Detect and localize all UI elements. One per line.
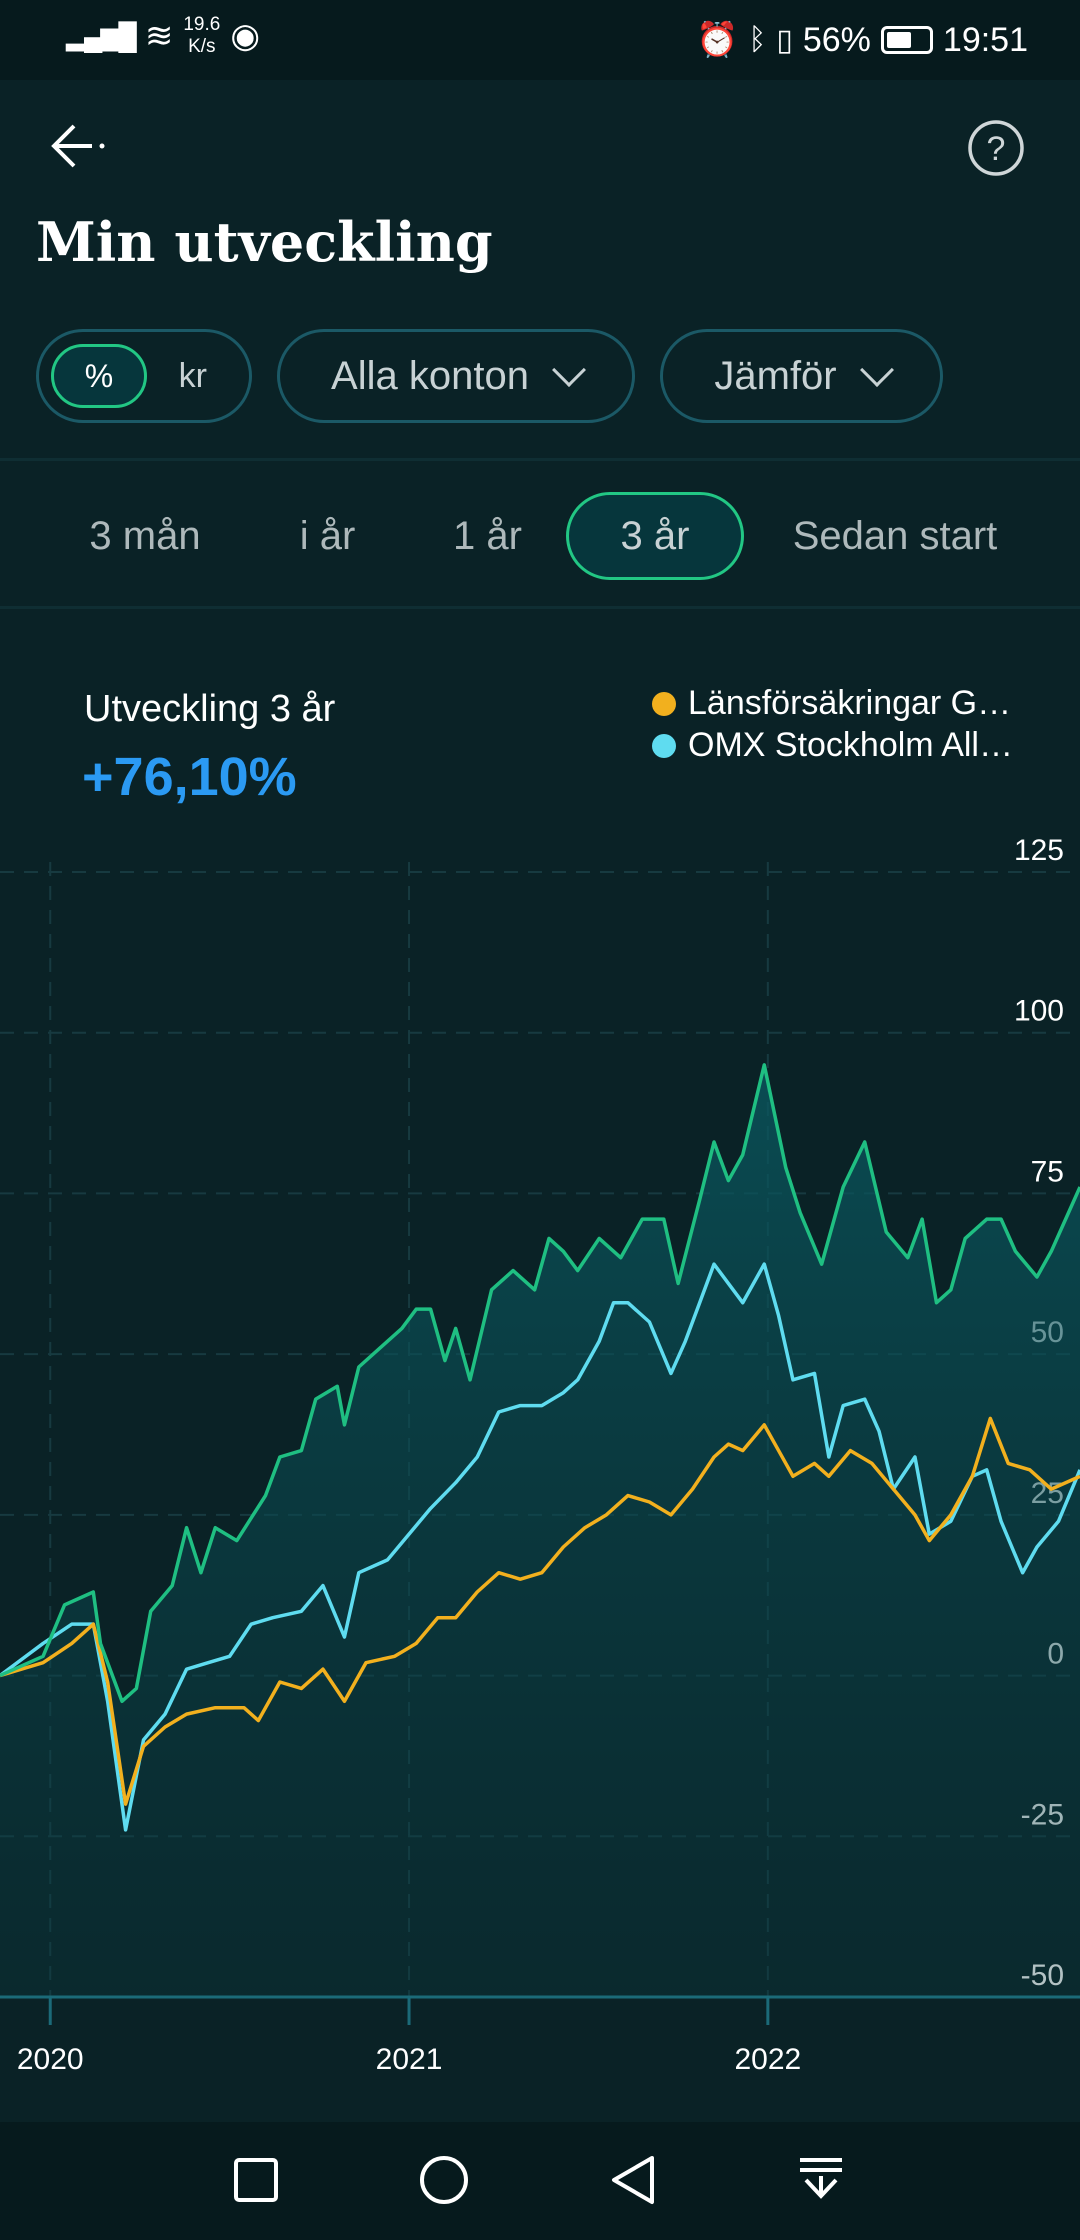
wifi-icon: ≋ <box>144 17 174 55</box>
range-tab-sedan-start[interactable]: Sedan start <box>792 513 998 558</box>
back-arrow-icon[interactable] <box>48 122 108 172</box>
legend-label: OMX Stockholm All… <box>688 726 1013 764</box>
legend-dot <box>652 733 676 758</box>
series-line-portfolio <box>0 1063 1080 1704</box>
performance-chart[interactable]: 1251007550250-25-50202020212022 <box>0 820 1080 2110</box>
page-title: Min utveckling <box>36 210 493 274</box>
series-line-fund <box>0 1416 1080 1806</box>
eye-icon: ◉ <box>230 17 260 55</box>
net-speed-value: 19.6 <box>183 14 221 35</box>
x-tick-label: 2022 <box>734 2043 801 2076</box>
x-tick-label: 2020 <box>17 2043 84 2076</box>
unit-option-kr[interactable]: kr <box>178 356 207 395</box>
compare-dropdown-label: Jämför <box>714 353 837 398</box>
range-tab-3-ar[interactable]: 3 år <box>566 492 744 580</box>
status-bar: ▂▄▆█ ≋ 19.6 K/s ◉ ⏰ ᛒ ▯ 56% 19:51 <box>0 0 1080 80</box>
clock: 19:51 <box>942 20 1028 59</box>
divider <box>0 606 1080 609</box>
legend-dot <box>652 691 676 716</box>
svg-text:?: ? <box>987 130 1006 168</box>
account-dropdown[interactable]: Alla konton <box>277 329 635 423</box>
vibrate-icon: ▯ <box>776 23 793 57</box>
series-line-index <box>0 1262 1080 1832</box>
summary-label: Utveckling 3 år <box>84 688 336 730</box>
alarm-icon: ⏰ <box>695 21 739 59</box>
legend-label: Länsförsäkringar G… <box>688 684 1012 722</box>
y-tick-label: 125 <box>1014 834 1064 867</box>
range-tab-1-ar[interactable]: 1 år <box>453 513 522 558</box>
legend-item-index: OMX Stockholm All… <box>652 726 1013 765</box>
chevron-down-icon <box>859 353 894 387</box>
summary-value: +76,10% <box>82 747 297 807</box>
x-tick-label: 2021 <box>376 2043 443 2076</box>
range-tab-3-man[interactable]: 3 mån <box>89 513 201 558</box>
y-tick-label: 75 <box>1031 1155 1064 1188</box>
unit-toggle[interactable]: % kr <box>36 329 252 423</box>
unit-option-percent[interactable]: % <box>51 344 147 408</box>
home-circle-icon[interactable] <box>418 2154 470 2206</box>
legend-item-fund: Länsförsäkringar G… <box>652 684 1011 723</box>
chevron-down-icon <box>551 353 586 387</box>
battery-icon <box>880 26 933 54</box>
signal-icon: ▂▄▆█ <box>66 20 137 51</box>
back-triangle-icon[interactable] <box>608 2154 658 2206</box>
portfolio-area <box>0 1064 1080 1997</box>
compare-dropdown[interactable]: Jämför <box>660 329 943 423</box>
recents-square-icon[interactable] <box>232 2156 280 2204</box>
y-tick-label: 100 <box>1014 995 1064 1028</box>
range-tab-i-ar[interactable]: i år <box>299 513 356 558</box>
battery-percent: 56% <box>802 20 871 59</box>
help-icon[interactable]: ? <box>966 118 1026 178</box>
account-dropdown-label: Alla konton <box>331 353 529 398</box>
net-speed-unit: K/s <box>188 36 216 57</box>
system-nav-bar <box>0 2122 1080 2240</box>
divider <box>0 458 1080 461</box>
notification-pulldown-icon[interactable] <box>796 2154 846 2206</box>
bluetooth-icon: ᛒ <box>748 23 767 56</box>
